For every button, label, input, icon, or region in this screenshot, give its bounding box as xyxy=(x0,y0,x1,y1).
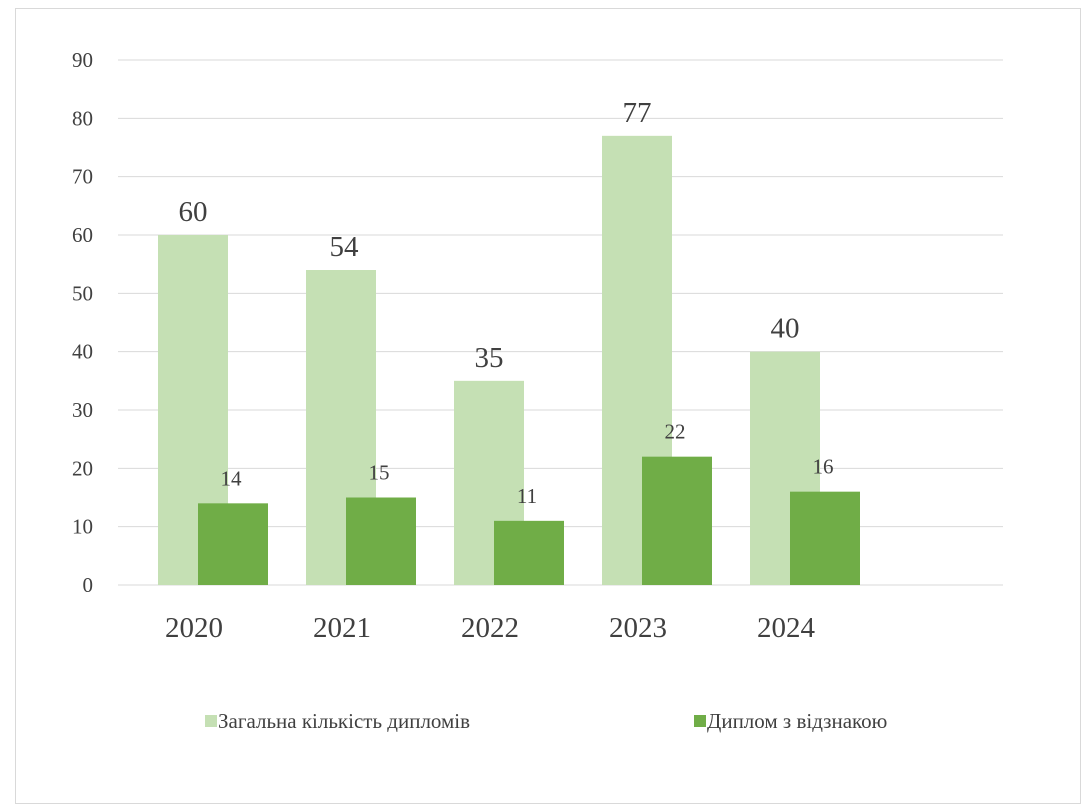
bar-honors-2021 xyxy=(346,497,416,585)
data-label-honors-2022: 11 xyxy=(517,484,537,508)
bar-honors-2023 xyxy=(642,456,712,585)
x-tick-label-2022: 2022 xyxy=(461,612,519,644)
x-tick-label-2024: 2024 xyxy=(757,612,816,644)
data-label-honors-2023: 22 xyxy=(665,420,686,444)
legend-honors-swatch xyxy=(694,715,706,727)
data-label-total-2024: 40 xyxy=(771,313,800,345)
bar-honors-2024 xyxy=(790,491,860,585)
data-label-honors-2020: 14 xyxy=(221,466,243,490)
y-tick-label-60: 60 xyxy=(72,223,93,247)
legend-total-swatch xyxy=(205,715,217,727)
data-label-total-2023: 77 xyxy=(623,97,652,129)
y-tick-label-10: 10 xyxy=(72,515,93,539)
bar-honors-2020 xyxy=(198,503,268,585)
x-tick-label-2023: 2023 xyxy=(609,612,667,644)
y-tick-label-40: 40 xyxy=(72,340,93,364)
x-tick-label-2021: 2021 xyxy=(313,612,371,644)
y-tick-label-70: 70 xyxy=(72,165,93,189)
y-tick-label-50: 50 xyxy=(72,281,93,305)
legend-honors-label: Диплом з відзнакою xyxy=(707,709,887,733)
y-tick-label-80: 80 xyxy=(72,106,93,130)
x-tick-label-2020: 2020 xyxy=(165,612,223,644)
data-label-honors-2021: 15 xyxy=(369,461,390,485)
y-tick-label-20: 20 xyxy=(72,456,93,480)
data-label-total-2021: 54 xyxy=(330,231,360,263)
legend-total-label: Загальна кількість дипломів xyxy=(218,709,470,733)
data-label-total-2020: 60 xyxy=(179,196,208,228)
data-label-total-2022: 35 xyxy=(475,342,504,374)
data-label-honors-2024: 16 xyxy=(813,455,834,479)
bar-honors-2022 xyxy=(494,520,564,585)
y-tick-label-90: 90 xyxy=(72,48,93,72)
y-tick-label-0: 0 xyxy=(83,573,94,597)
y-tick-label-30: 30 xyxy=(72,398,93,422)
